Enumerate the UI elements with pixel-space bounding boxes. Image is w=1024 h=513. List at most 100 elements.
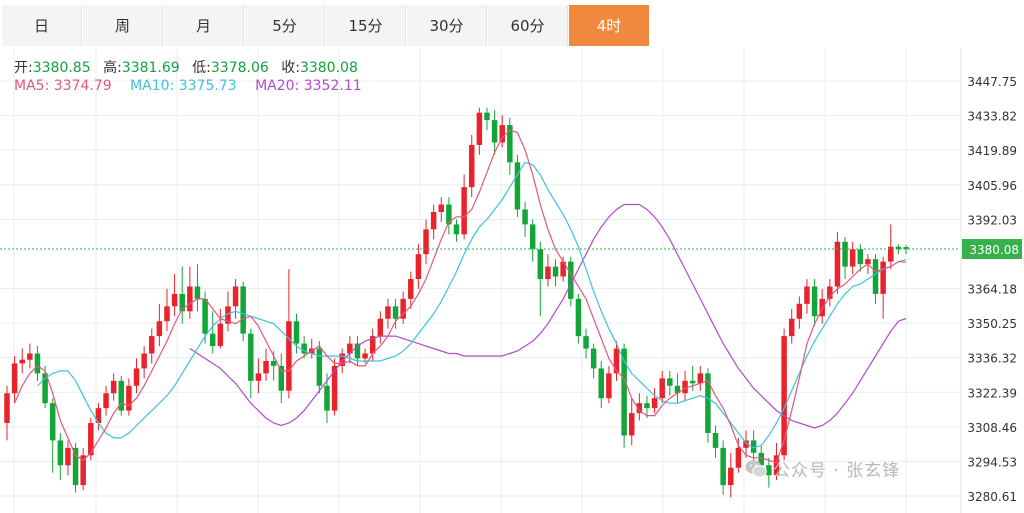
candle — [888, 224, 894, 270]
tab-60min[interactable]: 60分 — [488, 5, 568, 46]
candle-body — [11, 363, 18, 394]
candle-body — [880, 261, 886, 294]
ma-readout: MA5: 3374.79 MA10: 3375.73 MA20: 3352.11 — [14, 78, 376, 94]
candle-body — [796, 303, 803, 319]
candle — [57, 432, 64, 481]
candle-body — [286, 321, 292, 391]
candle-body — [842, 241, 848, 267]
candle-body — [484, 112, 490, 121]
candle-body — [354, 343, 361, 359]
candle — [171, 274, 178, 317]
candle-body — [644, 403, 650, 409]
tab-week[interactable]: 周 — [83, 5, 163, 46]
candle — [705, 368, 711, 443]
candle-body — [888, 246, 894, 262]
ma20-value: 3352.11 — [303, 78, 362, 94]
timeframe-tabs: 日 周 月 5分 15分 30分 60分 4时 — [0, 0, 1024, 48]
candle-body — [415, 254, 422, 280]
candle-body — [240, 286, 246, 334]
candle-body — [705, 373, 711, 433]
candle — [689, 365, 696, 391]
candle-body — [788, 318, 795, 337]
candle-body — [667, 378, 673, 386]
candle-body — [811, 286, 818, 317]
ma20-line — [189, 203, 907, 429]
candle-body — [507, 125, 513, 163]
candle-body — [385, 306, 391, 319]
candle-body — [659, 378, 665, 399]
candle — [316, 341, 323, 394]
candle-body — [499, 125, 505, 143]
candle — [804, 279, 810, 314]
candle-body — [255, 373, 262, 381]
candle — [27, 343, 33, 369]
candle — [179, 266, 185, 324]
candle-body — [430, 211, 437, 230]
low-value: 3378.06 — [210, 60, 269, 76]
tab-5min[interactable]: 5分 — [245, 5, 325, 46]
candle-body — [232, 286, 239, 307]
candle-body — [697, 373, 704, 384]
candle — [156, 303, 163, 347]
candle-body — [781, 336, 787, 456]
candle-body — [339, 353, 345, 366]
ma5-label: MA5: — [14, 78, 50, 94]
candle — [651, 388, 658, 414]
candle — [819, 288, 825, 324]
candle — [842, 236, 848, 280]
candle-body — [621, 348, 627, 436]
candle-body — [171, 293, 178, 307]
candle-body — [613, 348, 620, 374]
grid — [0, 48, 960, 513]
candle — [735, 437, 742, 473]
candle-body — [103, 393, 109, 409]
candle-body — [270, 360, 277, 366]
candle-body — [194, 286, 201, 299]
candle-body — [766, 465, 772, 476]
candle — [72, 442, 79, 493]
watermark-text: 公众号 · 张玄锋 — [773, 461, 901, 481]
candle-body — [651, 398, 658, 409]
candle-body — [537, 249, 544, 280]
candle — [248, 328, 254, 399]
ma10-label: MA10: — [130, 78, 175, 94]
candle-body — [110, 380, 117, 394]
candle-body — [34, 353, 41, 374]
tab-15min[interactable]: 15分 — [326, 5, 406, 46]
candle-body — [674, 385, 681, 394]
candle — [720, 440, 726, 496]
watermark: 公众号 · 张玄锋 — [745, 456, 900, 481]
ma10-value: 3375.73 — [178, 78, 237, 94]
candle-body — [301, 343, 307, 354]
candle — [110, 373, 117, 401]
candle-body — [331, 365, 338, 411]
tab-4hour[interactable]: 4时 — [569, 5, 649, 46]
candle-body — [453, 224, 460, 235]
y-tick-label: 3447.75 — [967, 75, 1017, 89]
candle-body — [347, 343, 353, 354]
candle — [834, 231, 841, 294]
candle — [377, 311, 384, 344]
candle-body — [804, 286, 810, 304]
candle — [880, 256, 886, 319]
candle — [712, 425, 719, 458]
y-tick-label: 3405.96 — [967, 179, 1017, 193]
candle-body — [461, 187, 467, 235]
tab-day[interactable]: 日 — [2, 5, 82, 46]
ohlc-readout: 开:3380.85 高:3381.69 低:3378.06 收:3380.08 — [14, 57, 366, 77]
open-value: 3380.85 — [32, 60, 91, 76]
candle — [522, 202, 528, 237]
ma20-label: MA20: — [255, 78, 300, 94]
candle-body — [369, 336, 376, 354]
candle-body — [682, 380, 688, 394]
candle-body — [575, 298, 582, 337]
tab-month[interactable]: 月 — [164, 5, 244, 46]
candle-body — [95, 408, 102, 424]
candle — [95, 403, 102, 431]
candle-body — [529, 224, 536, 250]
candle-body — [819, 298, 825, 317]
candle-body — [827, 286, 833, 299]
candle-body — [857, 249, 864, 265]
tab-30min[interactable]: 30分 — [407, 5, 487, 46]
candle-body — [522, 209, 528, 225]
